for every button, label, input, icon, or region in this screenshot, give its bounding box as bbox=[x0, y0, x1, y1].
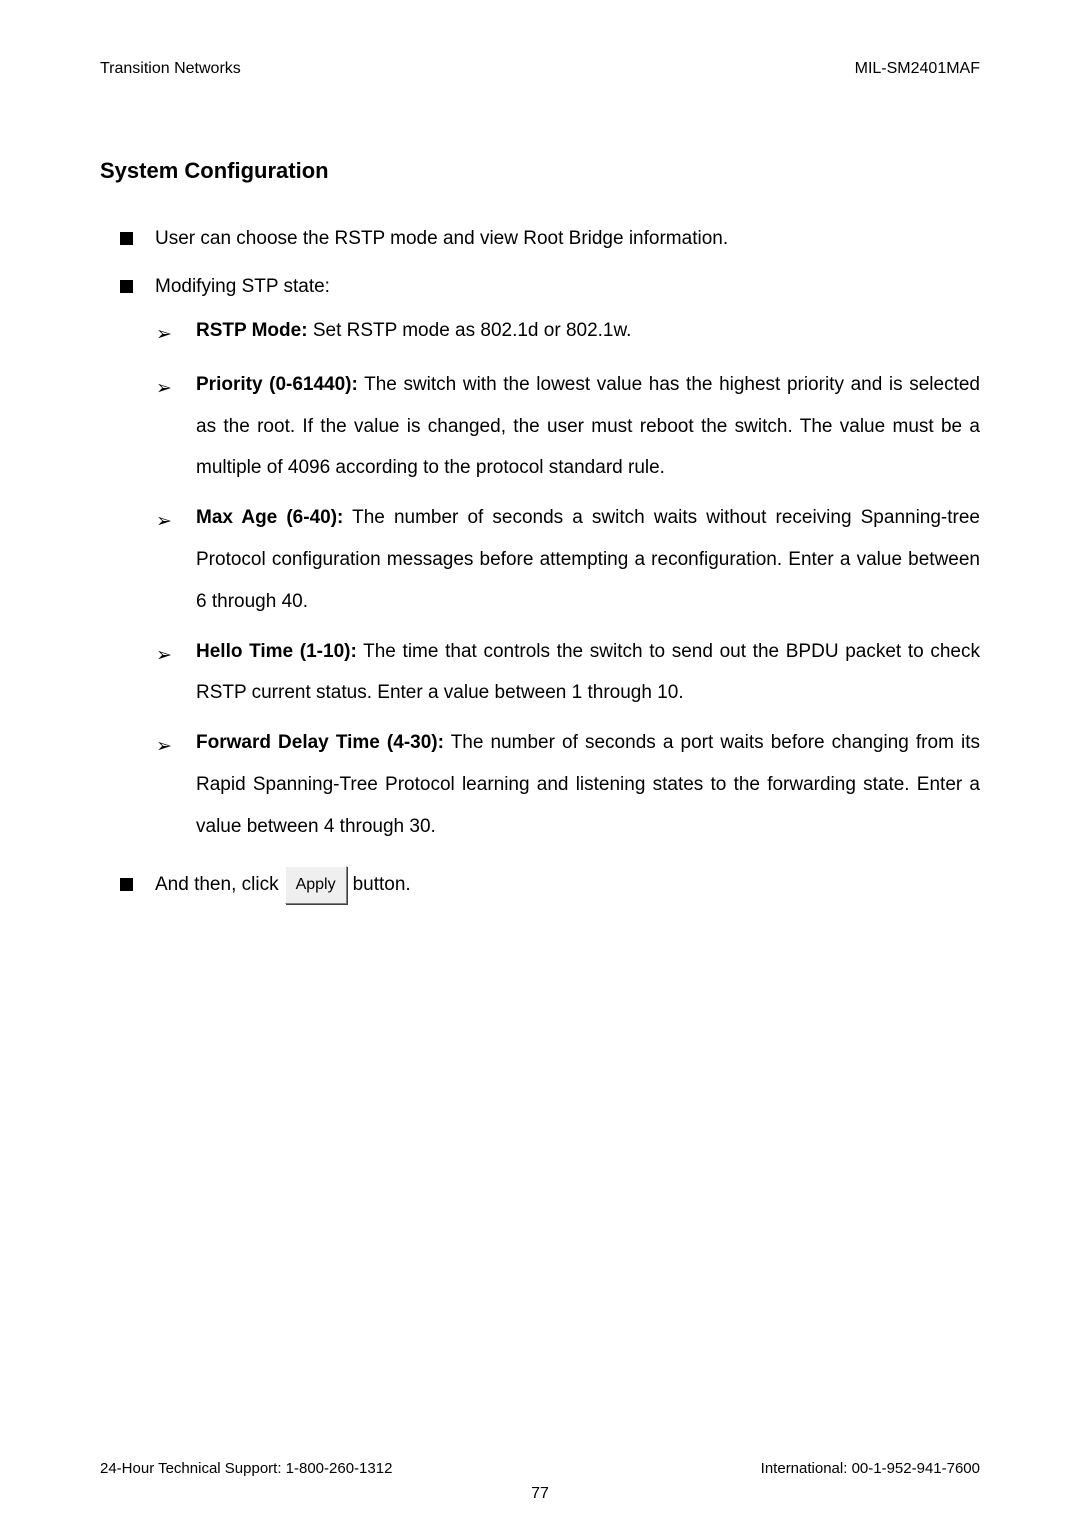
sub-item-text: Hello Time (1-10): The time that control… bbox=[196, 631, 980, 715]
sub-item-text: RSTP Mode: Set RSTP mode as 802.1d or 80… bbox=[196, 310, 980, 352]
page-header: Transition Networks MIL-SM2401MAF bbox=[100, 60, 980, 78]
last-item-before: And then, click bbox=[155, 866, 279, 904]
square-bullet-icon bbox=[120, 878, 133, 891]
list-item-text: Modifying STP state: bbox=[155, 268, 330, 306]
top-bullet-list: User can choose the RSTP mode and view R… bbox=[100, 220, 980, 904]
list-item: And then, click Apply button. bbox=[120, 866, 980, 904]
list-item-text: User can choose the RSTP mode and view R… bbox=[155, 220, 728, 258]
footer-left: 24-Hour Technical Support: 1-800-260-131… bbox=[100, 1460, 392, 1477]
sub-item-bold: Max Age (6-40): bbox=[196, 507, 343, 528]
sub-item-bold: Hello Time (1-10): bbox=[196, 641, 357, 662]
section-title: System Configuration bbox=[100, 158, 980, 184]
list-item: Modifying STP state: ➢ RSTP Mode: Set RS… bbox=[120, 268, 980, 856]
sub-item-bold: Priority (0-61440): bbox=[196, 374, 358, 395]
list-item-text: And then, click Apply button. bbox=[155, 866, 411, 904]
apply-button[interactable]: Apply bbox=[285, 866, 347, 904]
arrow-bullet-icon: ➢ bbox=[156, 501, 178, 543]
sub-list-item: ➢ Max Age (6-40): The number of seconds … bbox=[156, 497, 980, 622]
arrow-bullet-icon: ➢ bbox=[156, 368, 178, 410]
sub-item-rest: Set RSTP mode as 802.1d or 802.1w. bbox=[308, 320, 632, 341]
square-bullet-icon bbox=[120, 280, 133, 293]
sub-item-bold: Forward Delay Time (4-30): bbox=[196, 732, 444, 753]
sub-list-item: ➢ Priority (0-61440): The switch with th… bbox=[156, 364, 980, 489]
last-item-after: button. bbox=[353, 866, 411, 904]
sub-bullet-list: ➢ RSTP Mode: Set RSTP mode as 802.1d or … bbox=[120, 310, 980, 856]
square-bullet-icon bbox=[120, 232, 133, 245]
header-right: MIL-SM2401MAF bbox=[855, 60, 980, 78]
arrow-bullet-icon: ➢ bbox=[156, 635, 178, 677]
page-footer: 24-Hour Technical Support: 1-800-260-131… bbox=[100, 1460, 980, 1477]
sub-list-item: ➢ Forward Delay Time (4-30): The number … bbox=[156, 722, 980, 847]
sub-item-text: Forward Delay Time (4-30): The number of… bbox=[196, 722, 980, 847]
page-number: 77 bbox=[0, 1485, 1080, 1503]
arrow-bullet-icon: ➢ bbox=[156, 726, 178, 768]
sub-item-text: Priority (0-61440): The switch with the … bbox=[196, 364, 980, 489]
sub-item-bold: RSTP Mode: bbox=[196, 320, 308, 341]
sub-item-text: Max Age (6-40): The number of seconds a … bbox=[196, 497, 980, 622]
arrow-bullet-icon: ➢ bbox=[156, 314, 178, 356]
list-item: User can choose the RSTP mode and view R… bbox=[120, 220, 980, 258]
sub-list-item: ➢ Hello Time (1-10): The time that contr… bbox=[156, 631, 980, 715]
footer-right: International: 00-1-952-941-7600 bbox=[761, 1460, 980, 1477]
sub-list-item: ➢ RSTP Mode: Set RSTP mode as 802.1d or … bbox=[156, 310, 980, 356]
header-left: Transition Networks bbox=[100, 60, 241, 78]
